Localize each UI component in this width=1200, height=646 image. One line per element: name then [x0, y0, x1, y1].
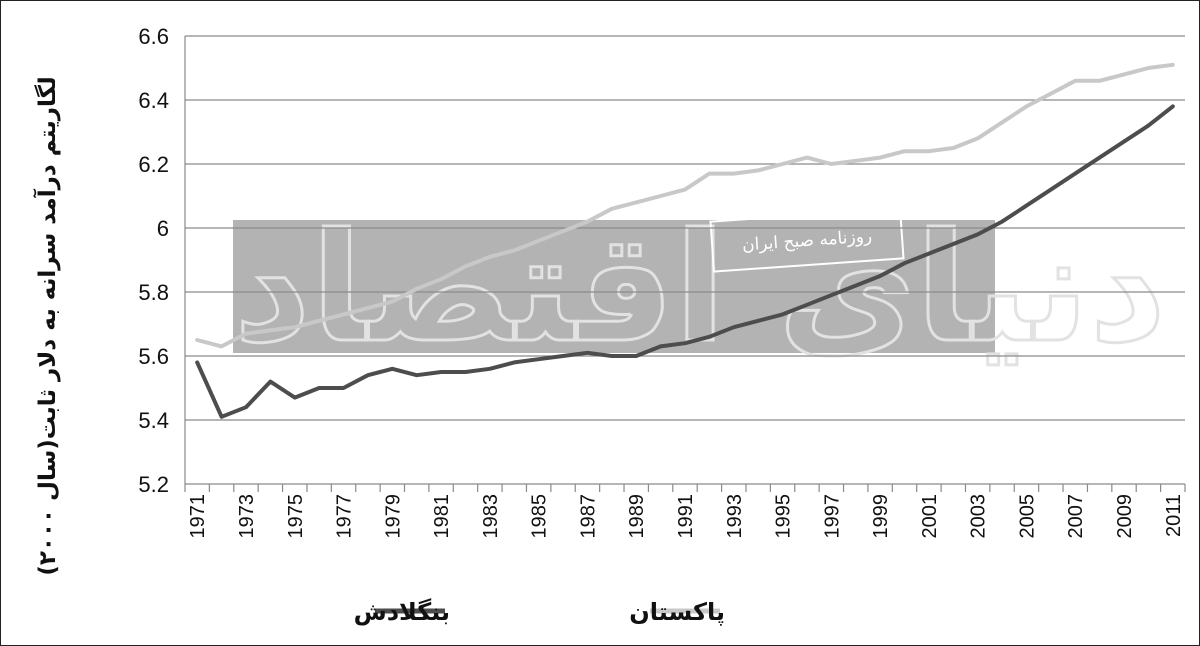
- x-tick-label: 1981: [431, 494, 453, 539]
- y-tick-label: 5.8: [138, 280, 169, 305]
- x-tick-label: 2007: [1065, 494, 1087, 539]
- x-tick-label: 1973: [236, 494, 258, 539]
- series-lines: [195, 62, 1175, 419]
- x-tick-label: 1975: [285, 494, 307, 539]
- x-tick-label: 1985: [529, 494, 551, 539]
- x-tick-label: 2009: [1114, 494, 1136, 539]
- gridlines: [184, 35, 1185, 485]
- legend-label-pakistan: پاکستان: [629, 598, 725, 626]
- y-axis-label: لگاریتم درآمد سرانه به دلار ثابت(سال ۲۰۰…: [32, 76, 61, 575]
- watermark-banner: [233, 220, 995, 353]
- x-tick-label: 1987: [577, 494, 599, 539]
- x-tick-label: 1993: [724, 494, 746, 539]
- y-tick-label: 6: [157, 216, 169, 241]
- legend-label-bangladesh: بنگلادش: [354, 598, 450, 626]
- x-tick-label: 1977: [334, 494, 356, 539]
- legend: بنگلادش پاکستان: [354, 598, 725, 626]
- y-tick-label: 5.2: [138, 472, 169, 497]
- y-tick-label: 6.6: [138, 24, 169, 49]
- x-tick-label: 1979: [382, 494, 404, 539]
- x-tick-label: 1971: [187, 494, 209, 539]
- x-tick-label: 2011: [1163, 494, 1185, 537]
- x-tick-label: 1989: [626, 494, 648, 539]
- series-line-bangladesh: [195, 104, 1175, 419]
- x-tick-label: 1995: [773, 494, 795, 539]
- y-tick-label: 5.6: [138, 344, 169, 369]
- x-tick-label: 2003: [968, 494, 990, 539]
- x-tick-label: 1997: [821, 494, 843, 539]
- watermark-label-box: [709, 207, 905, 273]
- x-tick-label: 2005: [1016, 494, 1038, 539]
- y-axis-ticks: 5.2 5.4 5.6 5.8 6 6.2 6.4 6.6: [138, 24, 169, 497]
- y-tick-label: 6.4: [138, 88, 169, 113]
- watermark: دنیای اقتصاد روزنامه صبح ایران: [232, 201, 1168, 378]
- x-tick-label: 2001: [919, 494, 941, 539]
- y-tick-label: 6.2: [138, 152, 169, 177]
- y-tick-label: 5.4: [138, 408, 169, 433]
- series-line-pakistan: [195, 62, 1175, 349]
- x-tick-label: 1991: [675, 494, 697, 539]
- x-axis-ticks: 1971 1973 1975 1977 1979 1981 1983 1985 1987 1989…: [184, 484, 1186, 539]
- x-tick-label: 1999: [870, 494, 892, 539]
- x-tick-label: 1983: [480, 494, 502, 539]
- watermark-logo: دنیای اقتصاد: [234, 202, 1167, 376]
